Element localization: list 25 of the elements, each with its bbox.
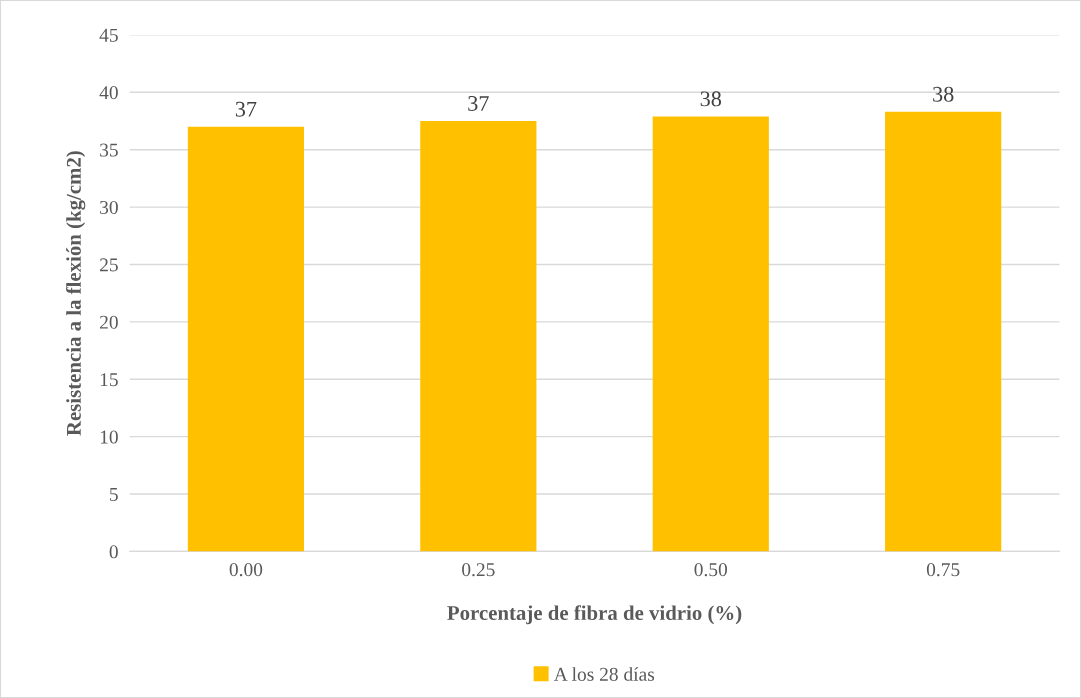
y-tick-label: 5	[110, 488, 118, 501]
legend-label: A los 28 días	[553, 667, 655, 681]
x-tick-label: 0.00	[229, 563, 263, 577]
x-tick-label: 0.50	[694, 563, 728, 577]
bar	[885, 111, 1002, 552]
y-tick-label: 15	[100, 373, 118, 387]
y-tick-label: 30	[100, 200, 118, 215]
data-label: 38	[933, 86, 954, 102]
data-label: 37	[235, 101, 257, 117]
y-tick-label: 35	[100, 143, 118, 157]
x-tick-label: 0.25	[462, 563, 495, 577]
y-axis-title: Resistencia a la flexión (kg/cm2)	[66, 151, 86, 436]
data-label: 37	[468, 95, 489, 111]
y-tick-label: 10	[100, 430, 118, 444]
bar	[652, 116, 769, 552]
y-tick-label: 45	[99, 28, 118, 42]
y-tick-label: 25	[100, 258, 118, 272]
y-tick-label: 0	[109, 545, 118, 559]
y-tick-label: 20	[100, 315, 118, 329]
data-label: 38	[700, 91, 722, 107]
y-tick-label: 40	[99, 86, 118, 100]
bar	[420, 120, 537, 552]
x-tick-label: 0.75	[926, 563, 960, 577]
bar	[187, 126, 305, 552]
x-axis-title: Porcentaje de fibra de vidrio (%)	[447, 605, 742, 625]
